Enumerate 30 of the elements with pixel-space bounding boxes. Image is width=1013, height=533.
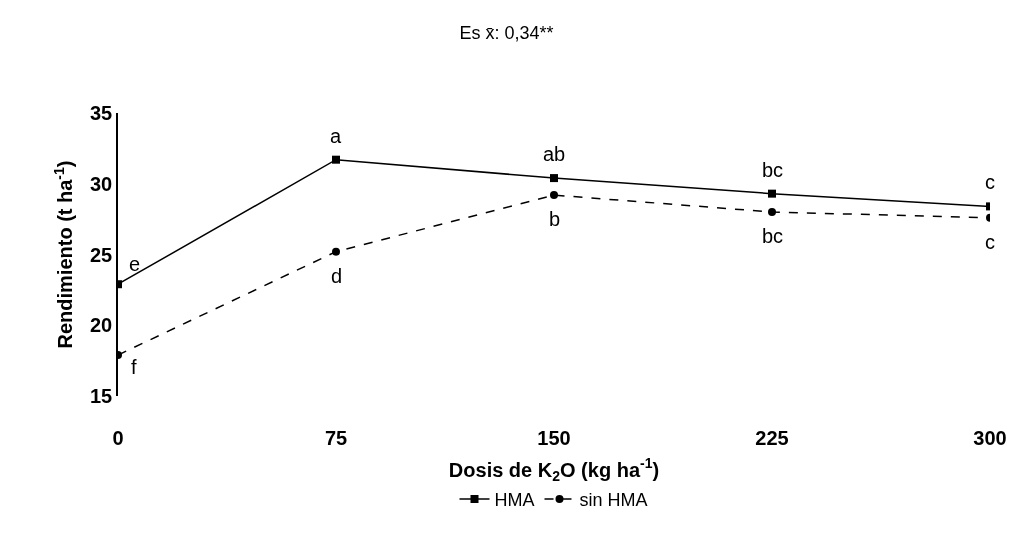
y-tick-label: 15 bbox=[90, 385, 113, 407]
point bbox=[332, 155, 340, 164]
x-tick-label: 0 bbox=[112, 427, 124, 449]
point bbox=[550, 174, 558, 183]
chart-title: Es x̄: 0,34** bbox=[459, 23, 554, 44]
y-tick-label: 25 bbox=[90, 243, 113, 266]
point bbox=[768, 189, 776, 198]
point bbox=[768, 208, 776, 217]
x-tick-label: 300 bbox=[973, 427, 1007, 449]
annotation: b bbox=[549, 208, 561, 230]
y-tick-label: 20 bbox=[90, 314, 113, 337]
annotation: f bbox=[131, 356, 137, 378]
x-tick-label: 225 bbox=[755, 427, 789, 449]
x-tick-label: 75 bbox=[324, 427, 348, 449]
annotation: d bbox=[331, 265, 343, 287]
annotation: bc bbox=[762, 159, 784, 181]
legend-label: sin HMA bbox=[579, 490, 648, 511]
annotation: e bbox=[129, 253, 141, 275]
annotation: bc bbox=[762, 225, 784, 247]
x-tick-label: 150 bbox=[537, 427, 571, 449]
annotation: ab bbox=[543, 143, 566, 165]
point bbox=[550, 191, 558, 200]
point bbox=[332, 247, 340, 256]
annotation: a bbox=[330, 125, 342, 147]
annotation: c bbox=[985, 171, 995, 193]
y-tick-label: 35 bbox=[90, 102, 113, 124]
annotation: c bbox=[985, 231, 995, 253]
legend-label: HMA bbox=[494, 490, 535, 511]
y-tick-label: 30 bbox=[90, 172, 113, 195]
x-axis-title: Dosis de K$_{2}$O (kg ha$^{-1}$) bbox=[448, 455, 660, 484]
